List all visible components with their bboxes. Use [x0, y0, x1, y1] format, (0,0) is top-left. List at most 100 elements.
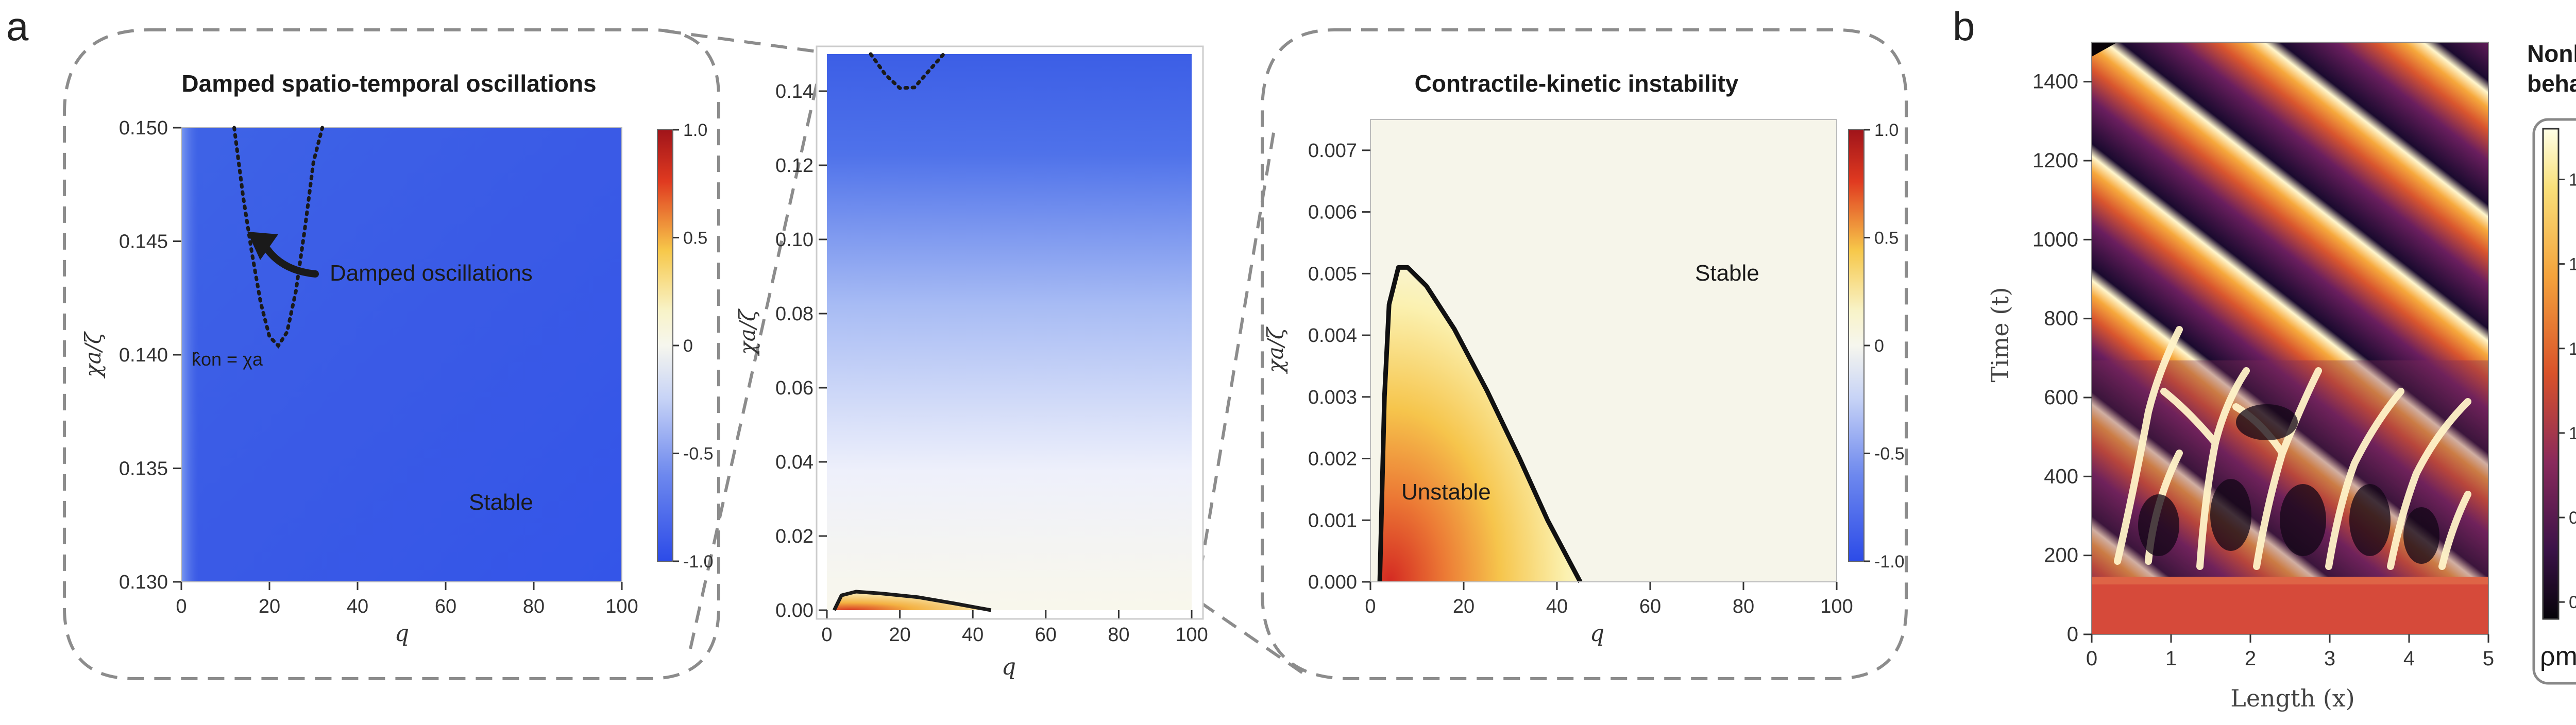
middle-ytick-label: 0.04 — [775, 452, 814, 473]
left-xtick-label: 60 — [435, 596, 456, 617]
right-cbar-tick-label: -0.5 — [1874, 444, 1905, 464]
middle-unstable-region — [834, 592, 991, 610]
kymograph-colorbar — [2542, 128, 2560, 620]
kymo-cbar-tick-label: 0.8 — [2569, 593, 2576, 612]
left-cbar-tick-label: -1.0 — [683, 552, 714, 572]
kymo-ytick-label: 1200 — [2032, 149, 2078, 172]
kymo-ytick-label: 0 — [2067, 623, 2078, 646]
kon-label: k̂on = χa — [192, 349, 263, 370]
kymo-ytick-label: 400 — [2044, 465, 2078, 488]
right-chart: Contractile-kinetic instability 0 20 40 60 8… — [1263, 70, 1905, 647]
left-cbar-tick-label: 1.0 — [683, 120, 707, 140]
middle-oscillation-curve — [869, 52, 946, 90]
left-xlabel: q — [395, 620, 409, 647]
middle-xtick-label: 100 — [1175, 624, 1208, 646]
left-ylabel: χa/ζ — [80, 331, 106, 379]
kymograph-dark-valleys — [2138, 404, 2439, 564]
right-y-ticks: 0.000 0.001 0.002 0.003 0.004 0.005 0.006 0.007 — [1308, 140, 1370, 593]
left-y-ticks: 0.130 0.135 0.140 0.145 0.150 — [119, 117, 181, 593]
right-zoom-frame — [1261, 28, 1908, 680]
left-xtick-label: 20 — [259, 596, 280, 617]
left-ytick-label: 0.150 — [119, 117, 168, 139]
kymograph-initial-fade — [2092, 577, 2488, 584]
right-ytick-label: 0.005 — [1308, 263, 1357, 285]
middle-ytick-label: 0.10 — [775, 229, 814, 251]
middle-xtick-label: 60 — [1035, 624, 1057, 646]
right-ytick-label: 0.001 — [1308, 510, 1357, 531]
right-ytick-label: 0.003 — [1308, 387, 1357, 408]
left-xtick-label: 100 — [605, 596, 638, 617]
kymo-xtick-label: 0 — [2086, 647, 2097, 670]
kymograph-frame — [2091, 42, 2489, 635]
middle-ytick-label: 0.12 — [775, 155, 814, 177]
left-ytick-label: 0.140 — [119, 344, 168, 366]
middle-chart: 0 20 40 60 80 100 0.00 0.02 0.04 0.06 0.08 0.10 0.1… — [735, 45, 1208, 680]
right-ytick-label: 0.002 — [1308, 448, 1357, 470]
right-colorbar — [1848, 129, 1865, 562]
kymograph-colorbar-title-line1: Nonlinear — [2527, 40, 2576, 67]
kymograph-colorbar-title-line2: behaviour — [2527, 70, 2576, 97]
right-xtick-label: 40 — [1546, 596, 1568, 617]
left-chart-title: Damped spatio-temporal oscillations — [181, 70, 596, 97]
left-xtick-label: 0 — [176, 596, 187, 617]
left-x-ticks: 0 20 40 60 80 100 — [176, 582, 638, 617]
damped-oscillations-label: Damped oscillations — [330, 261, 533, 286]
left-chart: Damped spatio-temporal oscillations 0 20 4… — [80, 70, 714, 647]
left-cbar-tick-label: 0.5 — [683, 229, 707, 248]
middle-xlabel: q — [1002, 654, 1016, 680]
right-ytick-label: 0.007 — [1308, 140, 1357, 162]
kymograph-ylabel: Time (t) — [1986, 287, 2014, 382]
middle-ylabel: χa/ζ — [735, 308, 760, 356]
left-xtick-label: 40 — [347, 596, 368, 617]
right-unstable-region — [1380, 267, 1581, 582]
zoom-frames — [63, 28, 1908, 680]
right-ylabel: χa/ζ — [1263, 326, 1288, 374]
left-heatmap-edge — [181, 128, 622, 582]
middle-y-ticks: 0.00 0.02 0.04 0.06 0.08 0.10 0.12 0.14 — [775, 81, 827, 622]
kymograph-homogeneous-band — [2092, 577, 2488, 634]
left-ytick-label: 0.145 — [119, 231, 168, 253]
kymo-cbar-tick-label: 1.0 — [2569, 424, 2576, 443]
kymo-xtick-label: 2 — [2245, 647, 2256, 670]
left-xtick-label: 80 — [523, 596, 545, 617]
zoom-connector-top-left — [664, 29, 817, 53]
kymograph-top-corner — [2092, 42, 2117, 57]
damped-arrowhead-icon — [247, 232, 278, 260]
left-stable-label: Stable — [469, 490, 533, 515]
middle-ytick-label: 0.06 — [775, 377, 814, 399]
left-zoom-frame — [63, 28, 720, 680]
middle-x-ticks: 0 20 40 60 80 100 — [821, 610, 1208, 646]
left-ytick-label: 0.130 — [119, 572, 168, 593]
right-ytick-label: 0.000 — [1308, 572, 1357, 593]
zoom-connector-bottom-left — [689, 73, 821, 649]
kymo-xtick-label: 4 — [2403, 647, 2415, 670]
left-cbar-tick-label: 0 — [683, 336, 693, 356]
kymo-cbar-tick-label: 1.2 — [2569, 255, 2576, 274]
right-cbar-tick-label: 1.0 — [1874, 120, 1899, 140]
kymo-xtick-label: 1 — [2165, 647, 2177, 670]
kymo-cbar-tick-label: 1.1 — [2569, 339, 2576, 359]
right-xtick-label: 60 — [1639, 596, 1661, 617]
panel-label-a: a — [6, 4, 29, 49]
middle-xtick-label: 80 — [1108, 624, 1129, 646]
kymo-ytick-label: 1400 — [2032, 71, 2078, 93]
right-cbar-tick-label: 0.5 — [1874, 229, 1899, 248]
left-colorbar — [657, 129, 673, 562]
right-x-ticks: 0 20 40 60 80 100 — [1365, 582, 1853, 617]
kymograph-colorbar-label: ρm — [2540, 642, 2576, 671]
kymo-cbar-tick-label: 0.9 — [2569, 508, 2576, 528]
kymo-ytick-label: 1000 — [2032, 228, 2078, 251]
right-xtick-label: 20 — [1453, 596, 1475, 617]
right-plot-frame — [1370, 119, 1837, 582]
middle-xtick-label: 20 — [889, 624, 910, 646]
right-ytick-label: 0.006 — [1308, 202, 1357, 223]
kymograph-colorbar-ticks: 1.3 1.2 1.1 1.0 0.9 0.8 — [2558, 170, 2576, 612]
middle-heatmap-field — [827, 54, 1192, 610]
kymograph-y-ticks: 0 200 400 600 800 1000 1200 1400 — [2032, 71, 2092, 646]
kymograph-chart: 0 1 2 3 4 5 0 200 400 600 800 1000 1200 1400 Length … — [1986, 40, 2576, 712]
left-colorbar-ticks: 1.0 0.5 0 -0.5 -1.0 — [673, 120, 714, 572]
right-boundary-curve — [1377, 265, 1583, 583]
panel-label-b: b — [1953, 4, 1975, 49]
middle-ytick-label: 0.00 — [775, 600, 814, 622]
